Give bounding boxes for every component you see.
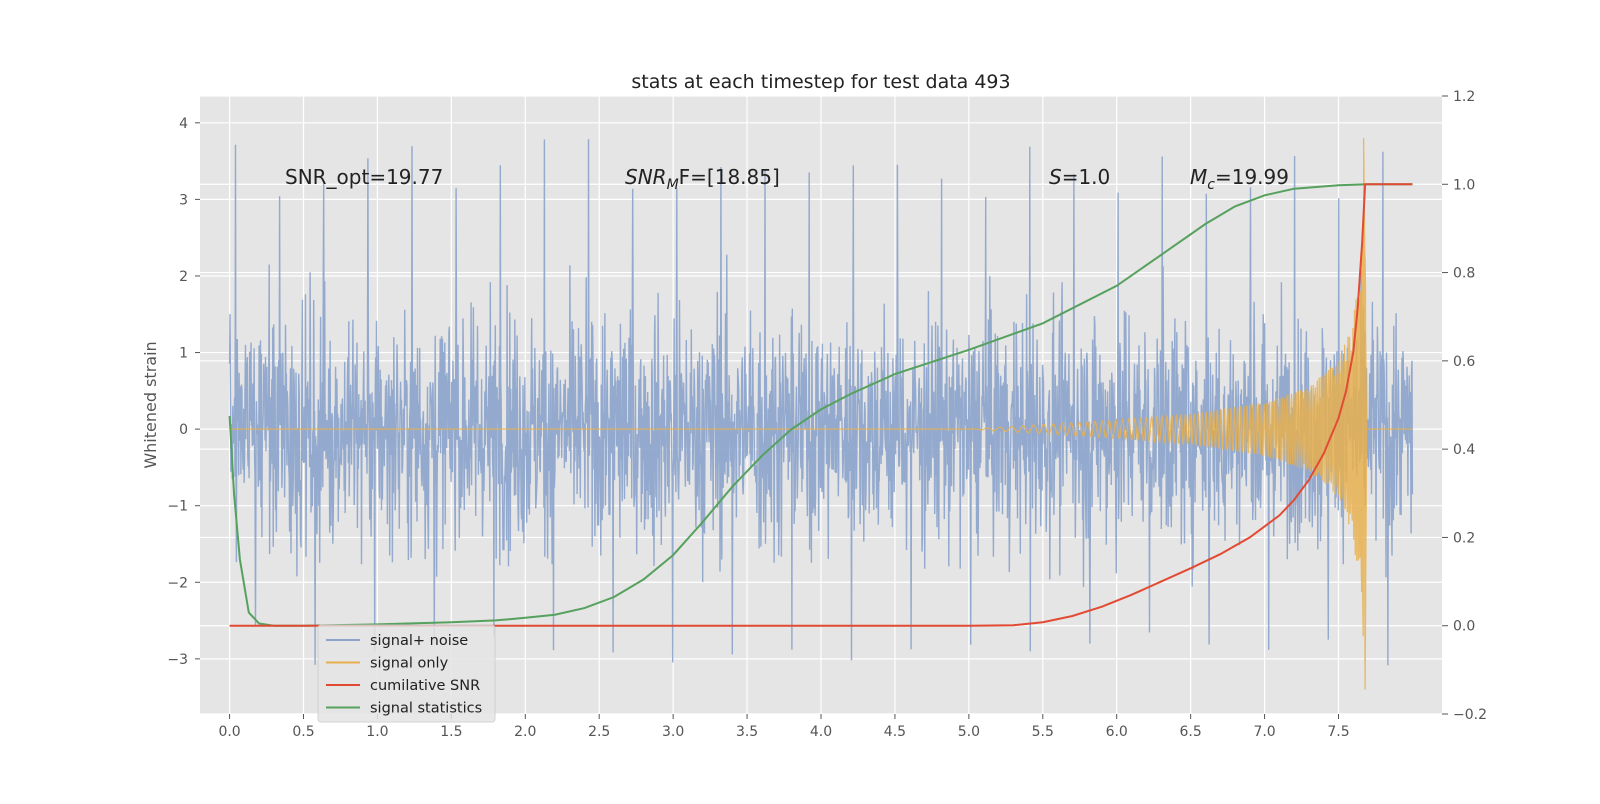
y-tick-label: −3 [167,652,188,668]
x-tick-label: 5.0 [958,724,980,740]
series-cumilative-snr [229,183,1413,627]
annotation-mc-rest: =19.99 [1215,165,1289,189]
x-tick-label: 2.5 [588,724,610,740]
chart-title: stats at each timestep for test data 493 [631,71,1010,93]
series-layer [228,138,1414,690]
y2-tick-label: 0.8 [1453,266,1475,282]
x-tick-label: 3.5 [736,724,758,740]
y-tick-label: −2 [167,575,188,591]
y2-tick-label: 0.6 [1453,354,1475,370]
x-tick-label: 2.0 [514,724,536,740]
x-tick-label: 7.5 [1327,724,1349,740]
y-tick-label: 4 [179,116,188,132]
y2-tick-label: −0.2 [1453,707,1487,723]
y-axis-label: Whitened strain [141,341,160,468]
annotation-s: S=1.0 [1049,165,1110,189]
y-tick-label: 2 [179,269,188,285]
y2-tick-label: 0.2 [1453,530,1475,546]
annotation-mc: Mc=19.99 [1190,165,1289,193]
x-tick-label: 0.0 [218,724,240,740]
legend-label: signal only [370,656,449,672]
x-tick-label: 6.0 [1106,724,1128,740]
axes-layer: 0.0 0.5 1.0 1.5 2.0 2.5 3.0 3.5 4.0 4.5 5.0 5.5 6.0 6… [167,89,1487,740]
y-tick-label: 0 [179,422,188,438]
annotation-snr-mf-sub: M [667,177,679,193]
series-signal-noise [228,139,1414,666]
annotation-mc-sub: c [1207,177,1215,193]
y-tick-label: −1 [167,499,188,515]
x-tick-label: 3.0 [662,724,684,740]
x-tick-label: 4.5 [884,724,906,740]
legend: signal+ noise signal only cumilative SNR si… [317,624,496,723]
annotation-snr-mf: SNRMF=[18.85] [625,165,780,193]
annotation-snr-opt: SNR_opt=19.77 [285,165,443,189]
legend-label: signal statistics [370,701,482,717]
y2-tick-label: 1.2 [1453,89,1475,105]
annotation-snr-mf-main: SNR [625,165,667,189]
legend-box [317,624,496,723]
y-tick-label: 1 [179,346,188,362]
x-tick-label: 6.5 [1180,724,1202,740]
y-tick-label: 3 [179,192,188,208]
x-tick-label: 1.0 [366,724,388,740]
y2-tick-label: 1.0 [1453,177,1475,193]
x-tick-label: 4.0 [810,724,832,740]
annotation-mc-var: M [1190,165,1207,189]
x-tick-label: 1.5 [440,724,462,740]
y2-tick-label: 0.0 [1453,619,1475,635]
x-tick-label: 0.5 [292,724,314,740]
y2-tick-label: 0.4 [1453,442,1475,458]
legend-label: cumilative SNR [370,678,480,694]
x-tick-label: 7.0 [1253,724,1275,740]
legend-label: signal+ noise [370,633,468,649]
annotation-s-rest: =1.0 [1062,165,1111,189]
annotation-s-var: S [1049,165,1062,189]
annotation-snr-mf-rest: F=[18.85] [679,165,780,189]
x-tick-label: 5.5 [1032,724,1054,740]
series-signal-only [229,138,1413,690]
